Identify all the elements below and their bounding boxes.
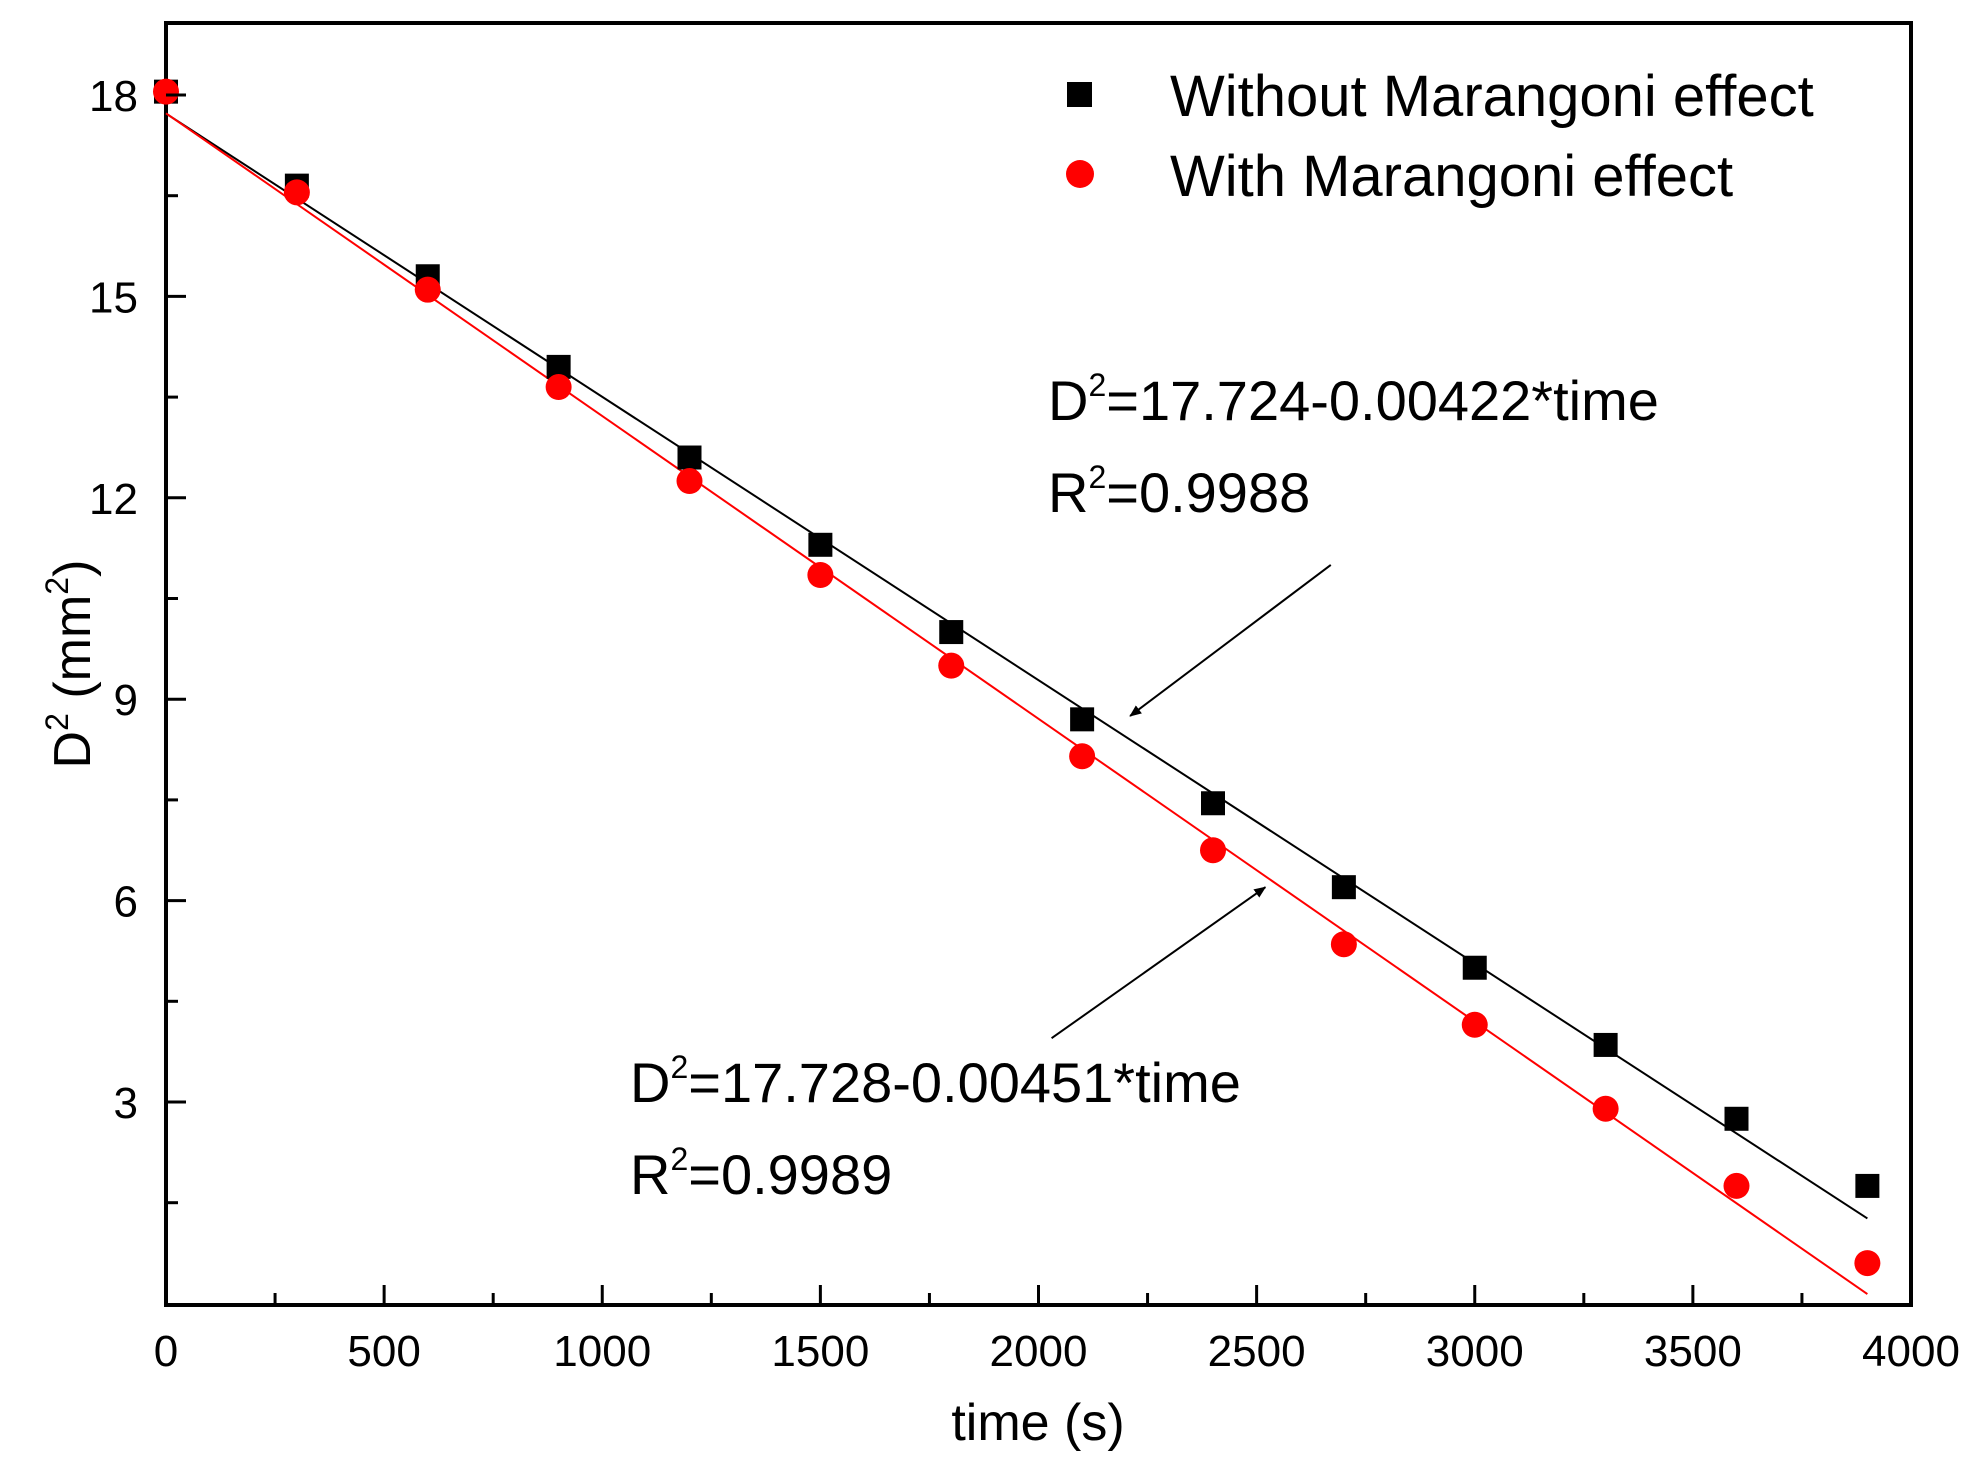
- x-axis-tick-labels: 0 500 1000 1500 2000 2500 3000 3500 4000: [154, 1327, 1960, 1376]
- data-point-with-7: [1069, 743, 1096, 770]
- fit-line-with: [165, 112, 1868, 1295]
- fit-line-without: [165, 112, 1868, 1220]
- x-tick-label-500: 500: [347, 1327, 420, 1376]
- legend-label-with: With Marangoni effect: [1170, 144, 1733, 209]
- legend-marker-square: [1067, 82, 1092, 107]
- arrow-black: [1129, 564, 1332, 717]
- data-point-with-5: [807, 562, 834, 589]
- r-squared-red: R2=0.9989: [630, 1141, 892, 1206]
- data-point-without-13: [1855, 1173, 1880, 1198]
- y-axis-title: D2 (mm2): [39, 560, 102, 769]
- data-point-with-12: [1723, 1172, 1750, 1199]
- data-point-without-12: [1724, 1106, 1749, 1131]
- y-tick-label-12: 12: [89, 475, 138, 524]
- y-axis-ticks: [166, 93, 186, 1205]
- y-tick-label-15: 15: [89, 273, 138, 322]
- y-tick-label-3: 3: [114, 1079, 138, 1128]
- data-point-without-7: [1070, 707, 1095, 732]
- x-tick-label-1000: 1000: [553, 1327, 651, 1376]
- data-point-with-6: [938, 652, 965, 679]
- data-point-with-10: [1461, 1011, 1488, 1038]
- data-point-with-2: [414, 276, 441, 303]
- r-squared-black: R2=0.9988: [1048, 459, 1310, 524]
- equation-black: D2=17.724-0.00422*time: [1048, 367, 1659, 432]
- x-axis-title: time (s): [951, 1394, 1124, 1452]
- legend: Without Marangoni effect With Marangoni …: [1066, 64, 1814, 209]
- y-tick-label-18: 18: [89, 72, 138, 121]
- y-axis-tick-labels: 3 6 9 12 15 18: [89, 72, 138, 1128]
- data-point-without-8: [1201, 791, 1225, 816]
- annotation-arrows: [1051, 564, 1332, 1040]
- data-point-without-9: [1331, 875, 1356, 900]
- data-markers: [153, 78, 1881, 1277]
- data-point-with-8: [1200, 837, 1226, 864]
- fit-lines: [165, 112, 1868, 1295]
- annotation-black-fit: D2=17.724-0.00422*time R2=0.9988: [1048, 367, 1659, 524]
- y-tick-label-6: 6: [114, 878, 138, 927]
- x-tick-label-3500: 3500: [1644, 1327, 1742, 1376]
- data-point-with-3: [545, 374, 572, 401]
- data-point-with-13: [1854, 1250, 1881, 1277]
- data-point-with-1: [283, 179, 310, 206]
- x-tick-label-0: 0: [154, 1327, 178, 1376]
- data-point-with-4: [676, 468, 703, 495]
- data-point-without-11: [1593, 1032, 1618, 1057]
- data-point-with-9: [1330, 931, 1357, 958]
- data-point-with-11: [1592, 1095, 1619, 1122]
- x-axis-ticks: [164, 1285, 1913, 1305]
- y-tick-label-9: 9: [114, 676, 138, 725]
- data-point-with-0: [153, 78, 179, 105]
- equation-red: D2=17.728-0.00451*time: [630, 1049, 1241, 1114]
- annotation-red-fit: D2=17.728-0.00451*time R2=0.9989: [630, 1049, 1241, 1206]
- x-tick-label-1500: 1500: [771, 1327, 869, 1376]
- legend-label-without: Without Marangoni effect: [1170, 64, 1814, 129]
- arrow-red: [1051, 886, 1267, 1040]
- legend-marker-circle: [1066, 160, 1094, 188]
- x-tick-label-2000: 2000: [990, 1327, 1088, 1376]
- data-point-without-4: [677, 445, 702, 470]
- data-point-without-10: [1462, 955, 1487, 980]
- data-point-without-6: [939, 620, 964, 645]
- x-tick-label-4000: 4000: [1862, 1327, 1960, 1376]
- x-tick-label-2500: 2500: [1208, 1327, 1306, 1376]
- data-point-without-5: [808, 532, 833, 557]
- x-tick-label-3000: 3000: [1426, 1327, 1524, 1376]
